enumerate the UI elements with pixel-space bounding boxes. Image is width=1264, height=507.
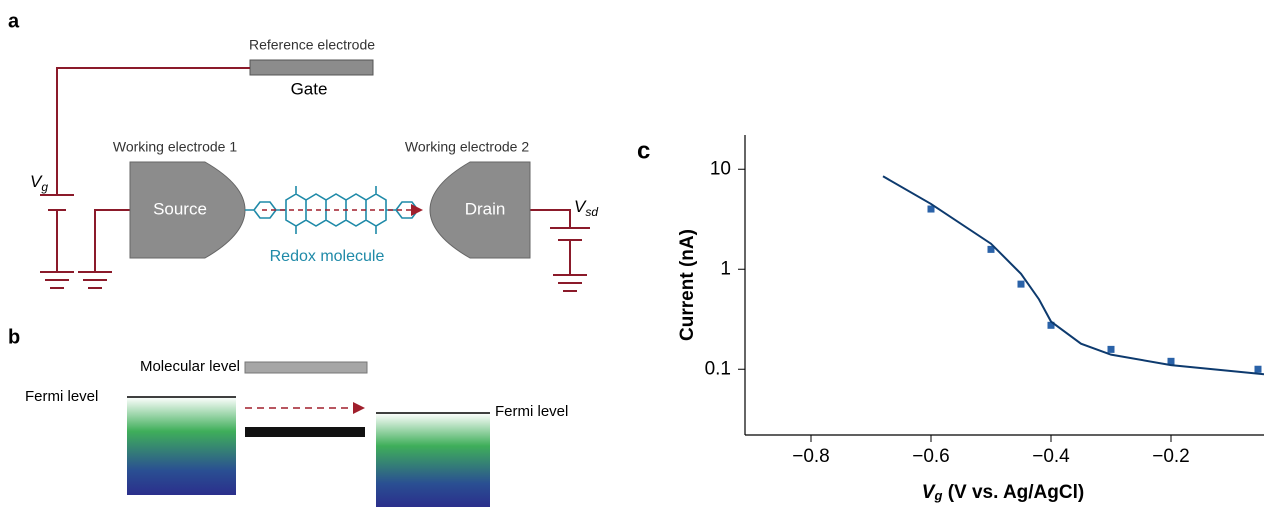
level-label: Fermi level (25, 388, 98, 405)
electrode-label: Working electrode 2 (405, 139, 529, 155)
data-point (1167, 357, 1175, 365)
drain-label: Drain (465, 199, 506, 218)
fit-line (882, 175, 1264, 376)
level-label: Fermi level (495, 403, 568, 420)
source-label: Source (153, 199, 207, 218)
data-point (1017, 280, 1025, 288)
x-axis-label: Vg (V vs. Ag/AgCl) (922, 482, 1084, 503)
molecule (245, 186, 423, 234)
reference-label: Reference electrode (249, 37, 375, 53)
data-point (1107, 345, 1115, 353)
source-electrode (129, 161, 246, 259)
circuit (40, 67, 590, 292)
x-tick-label: −0.6 (912, 446, 950, 467)
gate-electrode (249, 59, 374, 76)
electrode-label: Working electrode 1 (113, 139, 237, 155)
x-tick-label: −0.2 (1152, 446, 1190, 467)
data-point (987, 245, 995, 253)
gate-label: Gate (291, 79, 328, 98)
y-tick-label: 1 (720, 258, 731, 279)
drain-electrode (429, 161, 531, 259)
reduced-level (245, 427, 365, 437)
data-point (1254, 365, 1262, 373)
band-right (376, 413, 490, 507)
band-left (127, 397, 236, 495)
level-label: Molecular level (140, 358, 240, 375)
y-axis-label: Current (nA) (677, 229, 698, 341)
panel-label: a (8, 10, 20, 32)
molecular-level (244, 361, 368, 374)
panel-label: c (637, 137, 650, 164)
data-point (1047, 321, 1055, 329)
vsd-label: Vsd (574, 197, 598, 219)
y-tick-label: 10 (710, 158, 731, 179)
molecule-label: Redox molecule (270, 248, 385, 265)
y-tick-label: 0.1 (705, 358, 731, 379)
x-tick-label: −0.4 (1032, 446, 1070, 467)
chart: c Current (nA) Vg (V vs. Ag/AgCl) 10 1 0.1… (637, 135, 1264, 503)
panel-label: b (8, 326, 20, 348)
data-point (927, 205, 935, 213)
vg-label: Vg (30, 172, 48, 194)
x-tick-label: −0.8 (792, 446, 830, 467)
